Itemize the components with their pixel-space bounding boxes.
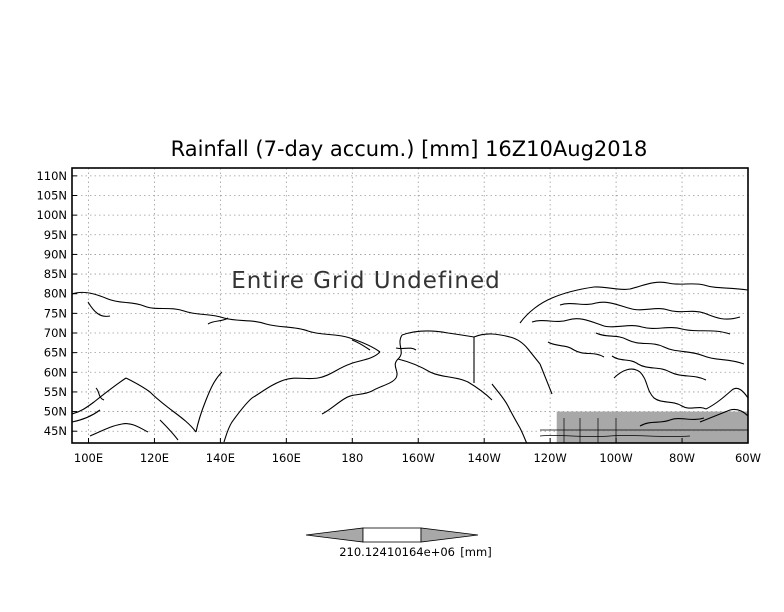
lon-tick-label: 120E: [140, 451, 169, 465]
lat-tick-label: 100N: [36, 208, 67, 222]
lon-tick-label: 180: [341, 451, 363, 465]
lat-tick-label: 85N: [44, 267, 67, 281]
colorbar-left-triangle: [305, 527, 364, 543]
colorbar-box: [362, 527, 422, 543]
lat-tick-label: 80N: [44, 287, 67, 301]
colorbar-label-low: 210.124: [339, 545, 387, 559]
lat-tick-label: 55N: [44, 385, 67, 399]
lat-tick-label: 95N: [44, 228, 67, 242]
chart-title: Rainfall (7-day accum.) [mm] 16Z10Aug201…: [171, 137, 648, 161]
lat-tick-label: 50N: [44, 405, 67, 419]
latitude-tick-labels: 110N 105N 100N 95N 90N 85N 80N 75N 70N 65N 60N 55N 5…: [36, 169, 77, 438]
lat-tick-label: 45N: [44, 424, 67, 438]
gridlines: [72, 168, 749, 443]
lat-tick-label: 65N: [44, 346, 67, 360]
lat-tick-label: 75N: [44, 306, 67, 320]
lon-tick-label: 160E: [272, 451, 301, 465]
colorbar-units: [mm]: [460, 545, 491, 559]
longitude-tick-labels: 100E 120E 140E 160E 180 160W 140W 120W 100W 80W 60…: [74, 438, 761, 465]
lon-tick-label: 60W: [735, 451, 761, 465]
data-shaded-region: [556, 411, 748, 443]
colorbar-right-triangle: [420, 527, 479, 543]
colorbar: 210.124 10164e+06 [mm]: [305, 527, 492, 559]
lon-tick-label: 100W: [599, 451, 632, 465]
lon-tick-label: 120W: [533, 451, 566, 465]
lat-tick-label: 70N: [44, 326, 67, 340]
lat-tick-label: 90N: [44, 247, 67, 261]
lon-tick-label: 140W: [468, 451, 501, 465]
lon-tick-label: 80W: [669, 451, 695, 465]
map-frame-border: [71, 167, 749, 444]
map-plot-area: Entire Grid Undefined 110N 105N 100N 95N 90N…: [36, 167, 761, 465]
lon-tick-label: 100E: [74, 451, 103, 465]
lon-tick-label: 140E: [206, 451, 235, 465]
lon-tick-label: 160W: [402, 451, 435, 465]
colorbar-label-high: 10164e+06: [387, 545, 455, 559]
undefined-grid-note: Entire Grid Undefined: [231, 268, 501, 294]
lat-tick-label: 60N: [44, 365, 67, 379]
lat-tick-label: 110N: [36, 169, 67, 183]
lat-tick-label: 105N: [36, 189, 67, 203]
coastlines: [72, 281, 748, 443]
